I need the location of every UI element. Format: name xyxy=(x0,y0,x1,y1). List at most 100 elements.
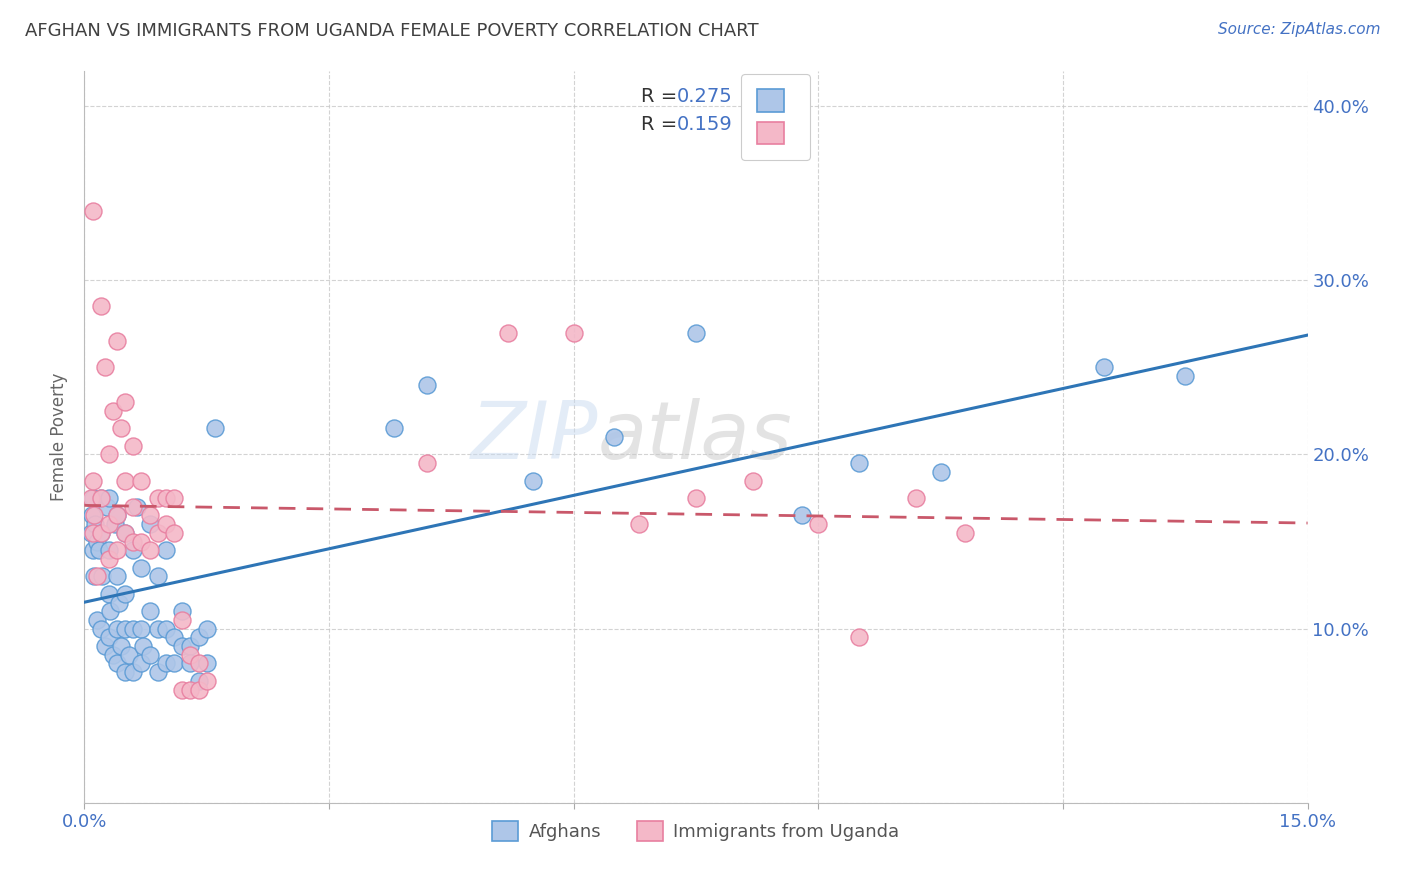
Point xyxy=(82,543,104,558)
Point xyxy=(929,465,952,479)
Text: ZIP: ZIP xyxy=(471,398,598,476)
Text: R =: R = xyxy=(641,114,683,134)
Point xyxy=(97,517,120,532)
Point xyxy=(97,552,120,566)
Point xyxy=(122,622,145,636)
Text: R =: R = xyxy=(641,87,683,106)
Point xyxy=(685,326,707,340)
Point xyxy=(80,508,103,523)
Point xyxy=(195,622,218,636)
Y-axis label: Female Poverty: Female Poverty xyxy=(51,373,69,501)
Point xyxy=(90,525,112,540)
Point xyxy=(146,569,169,583)
Point xyxy=(122,500,145,514)
Point xyxy=(416,377,439,392)
Point xyxy=(86,613,108,627)
Point xyxy=(131,534,153,549)
Point xyxy=(1092,360,1115,375)
Point xyxy=(382,421,405,435)
Point xyxy=(146,622,169,636)
Point xyxy=(122,543,145,558)
Point xyxy=(172,604,194,618)
Point xyxy=(155,517,177,532)
Point xyxy=(131,560,153,574)
Point xyxy=(131,657,153,671)
Point xyxy=(122,534,145,549)
Point xyxy=(138,508,160,523)
Point xyxy=(562,326,585,340)
Point xyxy=(114,622,136,636)
Point xyxy=(685,491,707,505)
Text: 71: 71 xyxy=(772,87,797,106)
Point xyxy=(90,491,112,505)
Point xyxy=(83,569,105,583)
Point xyxy=(97,491,120,505)
Point xyxy=(91,569,114,583)
Point xyxy=(131,622,153,636)
Point xyxy=(179,682,201,697)
Point xyxy=(114,395,136,409)
Point xyxy=(105,657,128,671)
Point xyxy=(163,657,186,671)
Point xyxy=(172,639,194,653)
Point xyxy=(742,474,765,488)
Point xyxy=(105,508,128,523)
Point xyxy=(163,631,186,645)
Point xyxy=(522,474,544,488)
Point xyxy=(122,439,145,453)
Point xyxy=(114,587,136,601)
Point xyxy=(131,474,153,488)
Point xyxy=(790,508,813,523)
Legend: Afghans, Immigrants from Uganda: Afghans, Immigrants from Uganda xyxy=(485,814,907,848)
Point xyxy=(82,491,104,505)
Point xyxy=(87,543,110,558)
Text: atlas: atlas xyxy=(598,398,793,476)
Point xyxy=(127,500,149,514)
Point xyxy=(107,595,129,609)
Point xyxy=(101,648,124,662)
Point xyxy=(80,525,103,540)
Point xyxy=(122,665,145,680)
Point xyxy=(105,543,128,558)
Point xyxy=(163,491,186,505)
Point xyxy=(416,456,439,470)
Point xyxy=(905,491,928,505)
Point xyxy=(138,517,160,532)
Point xyxy=(187,631,209,645)
Point xyxy=(179,648,201,662)
Point xyxy=(93,360,115,375)
Point xyxy=(96,500,118,514)
Point xyxy=(90,491,112,505)
Text: 51: 51 xyxy=(772,114,797,134)
Point xyxy=(155,657,177,671)
Point xyxy=(172,682,194,697)
Point xyxy=(155,543,177,558)
Point xyxy=(204,421,226,435)
Point xyxy=(110,421,132,435)
Point xyxy=(179,639,201,653)
Point xyxy=(93,639,115,653)
Text: 0.159: 0.159 xyxy=(676,114,733,134)
Point xyxy=(82,203,104,218)
Point xyxy=(195,657,218,671)
Point xyxy=(97,587,120,601)
Point xyxy=(105,622,128,636)
Point xyxy=(82,525,104,540)
Point xyxy=(138,543,160,558)
Point xyxy=(627,517,650,532)
Point xyxy=(163,525,186,540)
Point xyxy=(187,682,209,697)
Point xyxy=(110,639,132,653)
Point xyxy=(146,665,169,680)
Point xyxy=(953,525,976,540)
Point xyxy=(195,673,218,688)
Point xyxy=(114,525,136,540)
Point xyxy=(138,604,160,618)
Point xyxy=(82,474,104,488)
Point xyxy=(86,569,108,583)
Point xyxy=(146,525,169,540)
Point xyxy=(807,517,830,532)
Text: 0.275: 0.275 xyxy=(676,87,733,106)
Point xyxy=(118,648,141,662)
Point xyxy=(105,569,128,583)
